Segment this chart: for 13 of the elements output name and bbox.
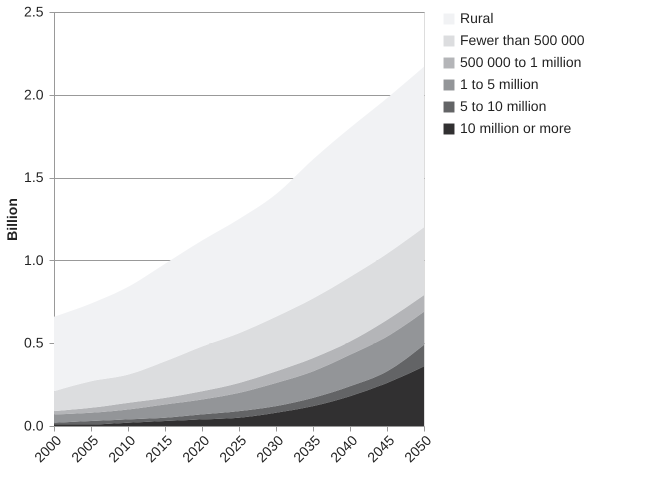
y-tick-label: 1.0	[24, 252, 44, 268]
legend-label: 500 000 to 1 million	[460, 54, 582, 70]
y-tick-label: 0.5	[24, 334, 44, 351]
y-axis-title: Billion	[4, 198, 20, 241]
legend-label: Rural	[460, 10, 494, 26]
y-tick-label: 1.5	[24, 169, 44, 186]
legend-label: 5 to 10 million	[460, 98, 546, 114]
y-tick-label: 2.5	[24, 4, 44, 20]
y-tick-label: 0.0	[24, 418, 44, 434]
legend-label: 1 to 5 million	[460, 76, 539, 92]
y-tick-label: 2.0	[24, 86, 44, 102]
legend-label: Fewer than 500 000	[460, 32, 585, 48]
legend-label: 10 million or more	[460, 120, 572, 136]
